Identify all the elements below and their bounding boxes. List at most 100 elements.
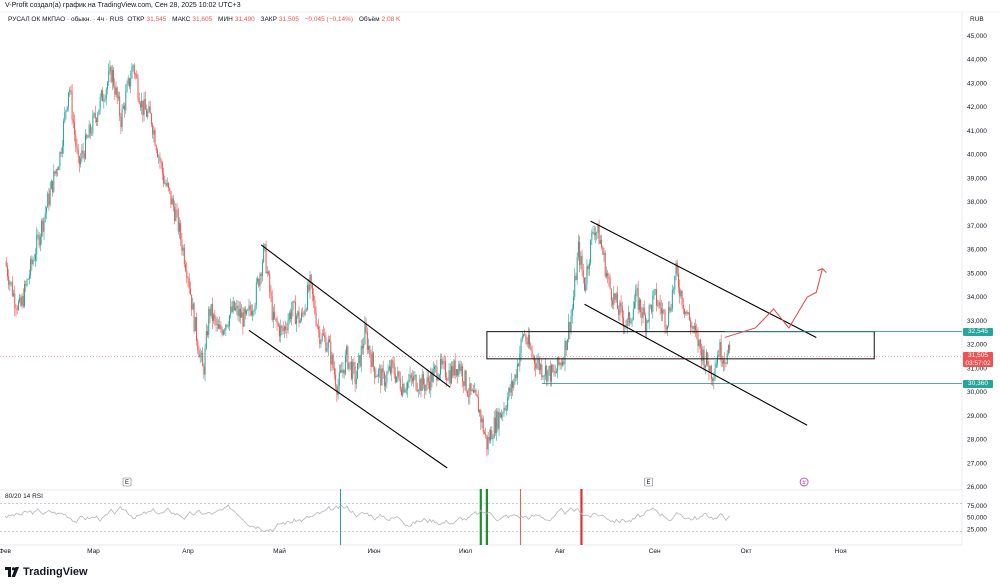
- candle-body: [636, 288, 638, 290]
- candle-body: [503, 408, 505, 414]
- candle-body: [518, 363, 520, 366]
- candle-body: [193, 303, 195, 332]
- y-tick-label: 34,000: [967, 294, 987, 301]
- candle-body: [404, 390, 406, 393]
- x-month-label: Ноя: [835, 548, 847, 555]
- candle-body: [557, 357, 559, 372]
- candle-body: [709, 365, 711, 373]
- candle-body: [605, 273, 607, 277]
- candle-body: [388, 366, 390, 371]
- candle-body: [465, 370, 467, 392]
- candle-body: [85, 134, 87, 159]
- candle-body: [260, 273, 262, 277]
- candle-body: [630, 321, 632, 324]
- candle-body: [181, 239, 183, 251]
- candle-body: [76, 146, 78, 150]
- candle-body: [354, 366, 356, 384]
- candle-body: [663, 310, 665, 311]
- channel-trendline: [590, 220, 817, 338]
- candle-body: [248, 305, 250, 310]
- candle-body: [512, 381, 514, 388]
- candle-body: [347, 346, 349, 369]
- candle-body: [304, 309, 306, 315]
- candle-body: [424, 384, 426, 392]
- candle-body: [160, 161, 162, 163]
- x-month-label: Май: [273, 547, 286, 555]
- candle-body: [148, 106, 150, 112]
- candle-body: [100, 90, 102, 98]
- candle-body: [668, 306, 670, 326]
- symbol-name[interactable]: РУСАЛ ОК МКПАО · обыкн. · 4ч · RUS: [8, 16, 124, 23]
- candle-body: [218, 324, 219, 329]
- symbol-legend[interactable]: РУСАЛ ОК МКПАО · обыкн. · 4ч · RUS ОТКР 3…: [8, 16, 404, 23]
- y-tick-label: 39,000: [967, 175, 987, 182]
- candle-body: [258, 278, 260, 287]
- candle-body: [704, 364, 706, 369]
- price-chart[interactable]: 45,000 44,000 43,000 42,000 41,000 40,000 39,0…: [0, 0, 1000, 560]
- candle-body: [357, 363, 359, 379]
- candle-body: [253, 310, 255, 312]
- candle-body: [336, 386, 338, 395]
- candle-body: [379, 368, 381, 371]
- candle-body: [239, 308, 241, 318]
- candle-body: [75, 134, 77, 147]
- candle-body: [314, 300, 316, 314]
- candle-body: [348, 362, 350, 369]
- candle-body: [521, 335, 523, 340]
- candle-body: [122, 105, 124, 109]
- candle-body: [665, 327, 667, 330]
- earnings-marker: [644, 477, 653, 487]
- candle-body: [497, 411, 499, 429]
- candle-body: [463, 381, 465, 386]
- candle-body: [481, 418, 483, 423]
- candle-body: [335, 374, 337, 387]
- candle-body: [94, 113, 96, 119]
- candle-body: [415, 375, 417, 391]
- candle-body: [142, 100, 144, 116]
- candle-body: [287, 320, 289, 331]
- candle-body: [559, 362, 561, 365]
- candle-body: [651, 304, 653, 312]
- currency-label[interactable]: RUB: [970, 16, 984, 23]
- candle-body: [182, 247, 184, 251]
- candle-body: [593, 232, 595, 236]
- candle-body: [285, 326, 287, 330]
- candle-body: [298, 311, 300, 323]
- x-month-label: Июн: [367, 548, 381, 555]
- candle-body: [533, 356, 535, 364]
- candle-body: [592, 232, 594, 233]
- candle-body: [294, 301, 296, 325]
- candle-body: [501, 413, 503, 418]
- candle-body: [691, 326, 693, 328]
- high-value: 31,605: [192, 16, 213, 23]
- x-month-label: Мар: [87, 548, 100, 555]
- candle-body: [688, 312, 690, 320]
- candle-body: [286, 329, 288, 331]
- candle-body: [660, 307, 662, 314]
- candle-body: [468, 395, 470, 397]
- tradingview-logo[interactable]: TradingView: [5, 566, 88, 578]
- candle-body: [673, 289, 675, 291]
- candle-body: [538, 359, 540, 370]
- candle-body: [686, 311, 688, 314]
- candle-body: [569, 322, 571, 332]
- candle-body: [104, 99, 106, 101]
- candle-body: [377, 370, 379, 377]
- candle-body: [11, 281, 13, 296]
- candle-body: [494, 417, 496, 434]
- candle-body: [671, 290, 673, 309]
- candle-body: [272, 311, 274, 320]
- candle-body: [613, 293, 615, 305]
- candle-body: [414, 375, 416, 376]
- candle-body: [523, 334, 524, 336]
- candle-body: [386, 372, 388, 383]
- candle-body: [163, 173, 165, 184]
- candle-body: [56, 169, 58, 170]
- candle-body: [124, 105, 126, 111]
- candle-body: [430, 371, 432, 391]
- candle-body: [549, 365, 551, 382]
- candle-body: [436, 366, 438, 381]
- candle-body: [318, 326, 320, 330]
- candle-body: [455, 369, 457, 376]
- candle-body: [114, 85, 116, 95]
